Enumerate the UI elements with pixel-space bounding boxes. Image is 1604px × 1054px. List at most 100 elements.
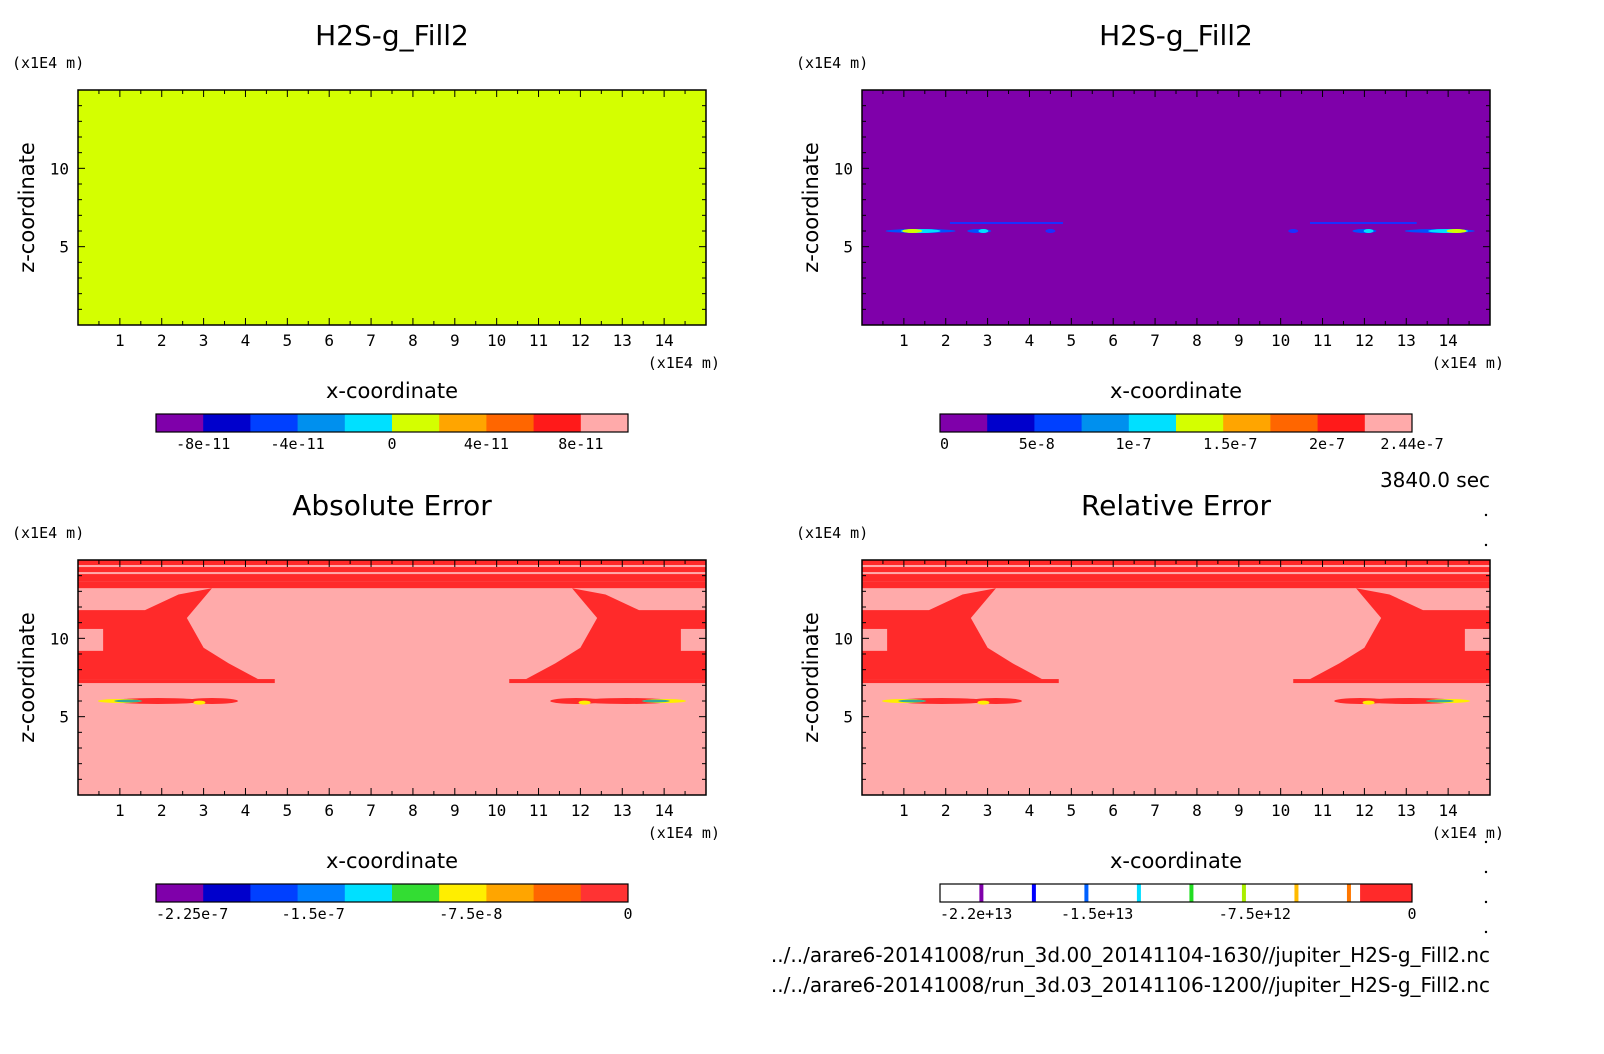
colorbar-tick-label: -1.5e+13 — [1061, 905, 1133, 923]
error-blob — [111, 698, 204, 704]
colorbar-swatch — [344, 884, 393, 902]
colorbar-swatch — [203, 884, 251, 902]
x-tick-label: 2 — [157, 331, 167, 350]
colorbar-swatch — [940, 414, 988, 432]
error-lobe-right — [1309, 588, 1490, 680]
x-tick-label: 11 — [529, 331, 548, 350]
streak — [978, 229, 989, 233]
error-blob — [1364, 698, 1457, 704]
colorbar-tick-label: 0 — [1407, 905, 1416, 923]
colorbar-tick-label: 1e-7 — [1115, 435, 1151, 453]
error-blob — [977, 700, 990, 705]
x-tick-label: 6 — [1108, 801, 1118, 820]
y-tick-label: 5 — [59, 708, 69, 727]
x-tick-label: 8 — [408, 801, 418, 820]
x-tick-label: 14 — [1439, 801, 1458, 820]
x-tick-label: 11 — [1313, 331, 1332, 350]
colorbar-swatch — [250, 884, 299, 902]
streak — [1288, 229, 1299, 233]
x-tick-label: 14 — [655, 331, 674, 350]
x-tick-label: 2 — [941, 801, 951, 820]
y-axis-label: z-coordinate — [799, 142, 823, 273]
x-tick-label: 8 — [1192, 801, 1202, 820]
colorbar-swatch — [580, 414, 629, 432]
streak — [1045, 229, 1056, 233]
x-tick-label: 12 — [571, 801, 590, 820]
colorbar-swatch — [1346, 884, 1351, 902]
colorbar-swatch — [987, 414, 1035, 432]
colorbar-swatch — [156, 414, 204, 432]
colorbar-swatch — [979, 884, 984, 902]
streak — [1363, 229, 1374, 233]
colorbar: 0 5e-8 1e-7 1.5e-7 2e-7 2.44e-7 — [939, 413, 1444, 453]
x-tick-label: 8 — [1192, 331, 1202, 350]
colorbar-swatch — [1176, 414, 1224, 432]
x-tick-label: 2 — [941, 331, 951, 350]
error-blob — [114, 699, 143, 703]
x-tick-label: 3 — [983, 801, 993, 820]
x-tick-label: 1 — [115, 331, 125, 350]
x-tick-label: 5 — [1067, 801, 1077, 820]
colorbar-tick-label: -8e-11 — [176, 435, 230, 453]
colorbar-tick-label: -7.5e+12 — [1219, 905, 1291, 923]
error-blob — [578, 700, 591, 705]
x-tick-label: 13 — [1397, 331, 1416, 350]
x-tick-label: 2 — [157, 801, 167, 820]
y-unit-label: (x1E4 m) — [796, 524, 868, 542]
x-axis: 1 2 3 4 5 6 7 8 9 10 11 12 13 14 — [882, 560, 1470, 820]
x-tick-label: 6 — [1108, 331, 1118, 350]
y-unit-label: (x1E4 m) — [12, 524, 84, 542]
x-unit-label: (x1E4 m) — [648, 354, 720, 372]
x-tick-label: 7 — [1150, 331, 1160, 350]
streak — [902, 229, 923, 233]
colorbar-swatch — [203, 414, 251, 432]
x-tick-label: 14 — [1439, 331, 1458, 350]
x-tick-label: 5 — [1067, 331, 1077, 350]
error-gap — [862, 628, 888, 651]
y-tick-label: 10 — [834, 629, 853, 648]
x-tick-label: 12 — [1355, 801, 1374, 820]
colorbar-swatch — [1241, 884, 1246, 902]
colorbar-swatch — [1081, 414, 1130, 432]
y-tick-label: 10 — [50, 159, 69, 178]
colorbar-swatch — [1294, 884, 1299, 902]
x-unit-label: (x1E4 m) — [1432, 824, 1504, 842]
source-file-1: ../../arare6-20141008/run_3d.00_20141104… — [771, 943, 1490, 967]
x-tick-label: 9 — [1234, 331, 1244, 350]
y-tick-label: 5 — [843, 238, 853, 257]
colorbar: -2.25e-7 -1.5e-7 -7.5e-8 0 — [155, 883, 633, 923]
panel-title: H2S-g_Fill2 — [315, 19, 469, 52]
error-blob — [898, 699, 927, 703]
colorbar-swatch — [297, 884, 346, 902]
colorbar-tick-label: 0 — [387, 435, 396, 453]
x-tick-label: 12 — [1355, 331, 1374, 350]
colorbar-swatch — [1317, 414, 1366, 432]
y-tick-label: 5 — [843, 708, 853, 727]
error-band — [862, 567, 1490, 573]
x-tick-label: 11 — [529, 801, 548, 820]
colorbar: -2.2e+13 -1.5e+13 -7.5e+12 0 — [939, 883, 1417, 923]
error-blob — [895, 698, 988, 704]
x-tick-label: 3 — [199, 801, 209, 820]
colorbar-swatch — [1189, 884, 1194, 902]
colorbar-swatch — [1223, 414, 1271, 432]
x-tick-label: 3 — [983, 331, 993, 350]
panel-2: H2S-g_Fill2(x1E4 m)1 2 3 4 5 6 7 8 9 10 11 12 13 14(x… — [796, 19, 1504, 453]
colorbar-swatch — [1084, 884, 1089, 902]
error-gap — [1464, 628, 1490, 651]
x-tick-label: 4 — [241, 331, 251, 350]
x-tick-label: 1 — [899, 801, 909, 820]
colorbar-tick-label: 2.44e-7 — [1380, 435, 1443, 453]
error-gap — [78, 628, 104, 651]
y-tick-label: 10 — [834, 159, 853, 178]
x-tick-label: 14 — [655, 801, 674, 820]
error-band — [78, 567, 706, 573]
x-tick-label: 5 — [283, 331, 293, 350]
y-tick-label: 5 — [59, 238, 69, 257]
panel-title: Absolute Error — [292, 489, 492, 522]
error-lobe-right — [525, 588, 706, 680]
error-band — [78, 574, 706, 582]
x-tick-label: 1 — [115, 801, 125, 820]
x-tick-label: 3 — [199, 331, 209, 350]
colorbar-swatch — [1034, 414, 1083, 432]
